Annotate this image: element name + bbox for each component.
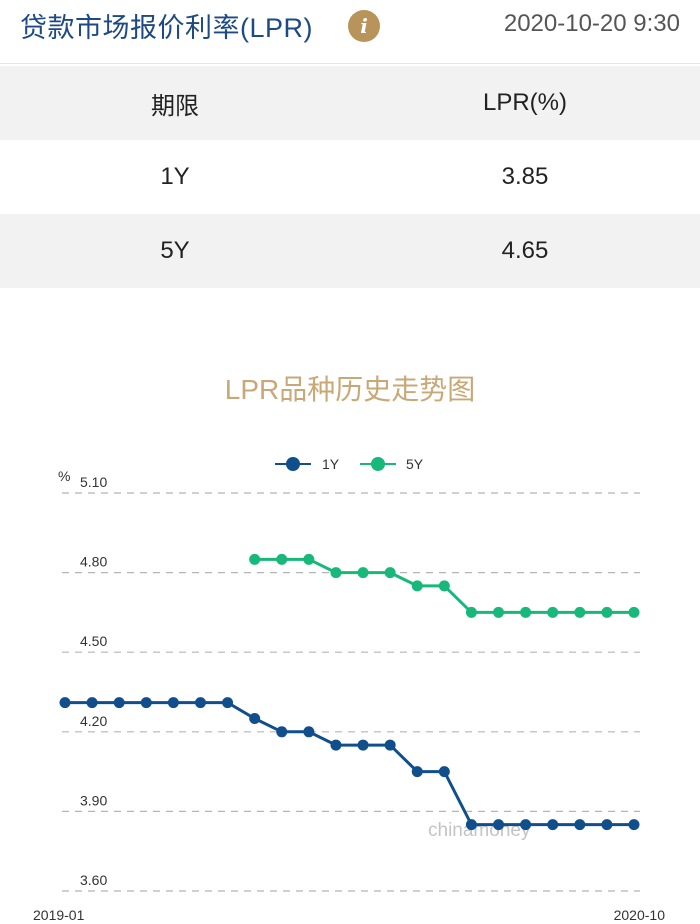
data-point-1Y bbox=[330, 739, 342, 751]
y-tick-label: 4.20 bbox=[80, 713, 107, 729]
legend-marker bbox=[371, 457, 385, 471]
data-point-5Y bbox=[438, 580, 450, 592]
y-tick-label: 4.50 bbox=[80, 633, 107, 649]
table-header-row: 期限 LPR(%) bbox=[0, 66, 700, 140]
watermark: chinamoney bbox=[428, 820, 531, 841]
data-point-5Y bbox=[601, 606, 613, 618]
data-point-5Y bbox=[493, 606, 505, 618]
header: 贷款市场报价利率(LPR) i 2020-10-20 9:30 bbox=[0, 0, 700, 64]
data-point-1Y bbox=[601, 819, 613, 831]
data-point-5Y bbox=[249, 553, 261, 565]
data-point-5Y bbox=[384, 567, 396, 579]
term-cell: 1Y bbox=[160, 163, 190, 190]
page-title: 贷款市场报价利率(LPR) bbox=[20, 13, 314, 43]
data-point-1Y bbox=[493, 819, 505, 831]
table-row: 5Y 4.65 bbox=[0, 214, 700, 288]
rate-cell: 4.65 bbox=[501, 237, 549, 264]
data-point-5Y bbox=[465, 606, 477, 618]
data-point-5Y bbox=[411, 580, 423, 592]
data-point-1Y bbox=[384, 739, 396, 751]
legend-label: 1Y bbox=[322, 456, 340, 472]
info-icon[interactable]: i bbox=[348, 10, 380, 42]
rate-cell: 3.85 bbox=[501, 163, 549, 190]
lpr-table: 期限 LPR(%) 1Y 3.85 5Y 4.65 bbox=[0, 66, 700, 288]
data-point-5Y bbox=[276, 553, 288, 565]
data-point-5Y bbox=[520, 606, 532, 618]
chart-title: LPR品种历史走势图 bbox=[224, 374, 476, 405]
column-header-term: 期限 bbox=[151, 92, 199, 120]
y-tick-label: 5.10 bbox=[80, 474, 107, 490]
data-point-1Y bbox=[276, 726, 288, 738]
lpr-history-chart: % 5.10 4.80 4.50 4.20 3.90 3.60 2019-01 2020-10 1… bbox=[33, 456, 666, 923]
table-row: 1Y 3.85 bbox=[0, 140, 700, 214]
data-point-1Y bbox=[465, 819, 477, 831]
legend-label: 5Y bbox=[406, 456, 424, 472]
data-point-1Y bbox=[303, 726, 315, 738]
data-point-1Y bbox=[86, 697, 98, 709]
x-tick-label-start: 2019-01 bbox=[33, 907, 85, 923]
update-datetime: 2020-10-20 9:30 bbox=[503, 10, 680, 37]
data-point-5Y bbox=[357, 567, 369, 579]
x-tick-label-end: 2020-10 bbox=[614, 907, 666, 923]
data-point-1Y bbox=[167, 697, 179, 709]
legend-marker bbox=[286, 457, 300, 471]
data-point-1Y bbox=[520, 819, 532, 831]
data-point-5Y bbox=[547, 606, 559, 618]
column-header-rate: LPR(%) bbox=[482, 89, 567, 116]
data-point-1Y bbox=[249, 713, 261, 725]
data-point-1Y bbox=[438, 766, 450, 778]
data-point-1Y bbox=[222, 697, 234, 709]
data-point-1Y bbox=[547, 819, 559, 831]
data-point-1Y bbox=[140, 697, 152, 709]
data-point-1Y bbox=[574, 819, 586, 831]
data-point-1Y bbox=[113, 697, 125, 709]
y-tick-label: 3.60 bbox=[80, 872, 107, 888]
data-point-5Y bbox=[574, 606, 586, 618]
term-cell: 5Y bbox=[160, 237, 190, 264]
y-tick-label: 3.90 bbox=[80, 792, 107, 808]
data-point-1Y bbox=[628, 819, 640, 831]
data-point-5Y bbox=[628, 606, 640, 618]
data-point-1Y bbox=[357, 739, 369, 751]
series-line-1Y bbox=[65, 701, 634, 827]
data-point-1Y bbox=[59, 697, 71, 709]
y-tick-label: 4.80 bbox=[80, 554, 107, 570]
data-point-1Y bbox=[194, 697, 206, 709]
y-axis-unit: % bbox=[58, 468, 70, 484]
data-point-1Y bbox=[411, 766, 423, 778]
data-point-5Y bbox=[330, 567, 342, 579]
data-point-5Y bbox=[303, 553, 315, 565]
